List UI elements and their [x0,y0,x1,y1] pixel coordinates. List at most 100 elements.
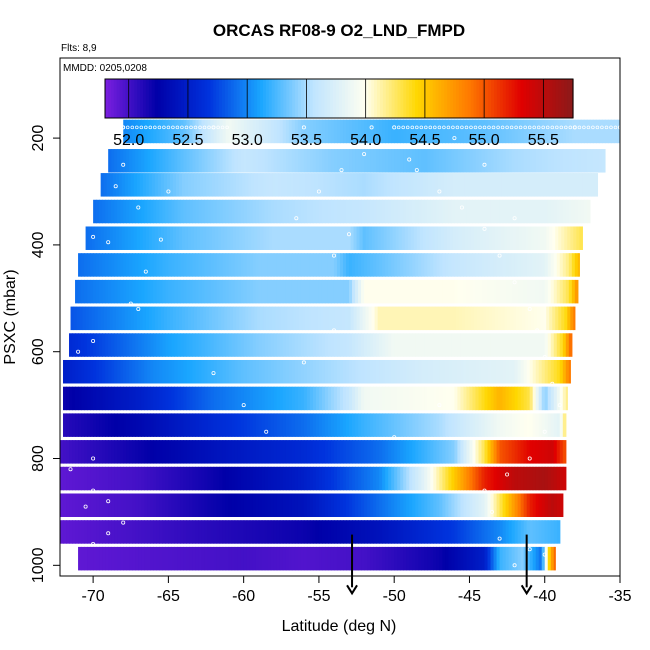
heatmap-cell [349,546,353,571]
heatmap-cell [330,253,335,277]
colorbar-swatch [131,79,135,118]
heatmap-cell [132,466,136,491]
heatmap-cell [299,226,303,250]
heatmap-cell [415,520,419,544]
heatmap-cell [159,253,163,277]
heatmap-cell [421,520,425,544]
heatmap-cell [281,226,285,250]
heatmap-cell [114,440,118,464]
heatmap-cell [436,546,440,571]
heatmap-cell [463,386,468,411]
heatmap-cell [499,199,504,224]
heatmap-cell [99,253,103,277]
heatmap-cell [108,199,112,224]
heatmap-cell [359,306,364,331]
heatmap-cell [117,149,121,173]
track-point [557,558,562,563]
heatmap-cell [493,413,498,437]
heatmap-cell [87,386,91,411]
heatmap-cell [333,413,338,437]
heatmap-cell [332,306,337,331]
heatmap-cell [457,199,462,224]
heatmap-cell [361,466,365,491]
heatmap-cell [294,440,299,464]
colorbar-swatch [517,79,521,118]
heatmap-cell [127,173,132,197]
heatmap-cell [418,199,422,224]
heatmap-cell [141,493,145,517]
heatmap-cell [467,306,472,331]
heatmap-cell [264,119,269,144]
heatmap-cell [254,306,258,331]
heatmap-cell [535,466,540,491]
track-point [184,125,189,130]
colorbar-swatch [494,79,498,118]
track-point [532,125,536,130]
heatmap-cell [93,546,97,571]
heatmap-cell [303,359,308,384]
heatmap-cell [75,279,79,304]
heatmap-cell [552,306,556,331]
heatmap-cell [180,333,185,357]
heatmap-cell [138,520,142,544]
heatmap-cell [132,520,136,544]
heatmap-cell [153,440,157,464]
heatmap-cell [279,520,284,544]
heatmap-cell [108,279,112,304]
heatmap-cell [204,149,209,173]
heatmap-cell [87,493,91,517]
heatmap-cell [204,386,209,411]
heatmap-cell [502,279,507,304]
heatmap-cell [340,440,344,464]
heatmap-cell [297,333,302,357]
heatmap-cell [162,279,166,304]
heatmap-cell [225,149,230,173]
heatmap-cell [343,493,347,517]
heatmap-cell [343,119,347,144]
heatmap-cell [496,493,501,517]
colorbar-swatch [391,79,396,118]
heatmap-cell [522,173,526,197]
heatmap-cell [373,149,377,173]
heatmap-cell [147,546,151,571]
heatmap-cell [558,226,562,250]
heatmap-cell [93,520,97,544]
heatmap-cell [129,546,133,571]
heatmap-cell [466,359,471,384]
heatmap-cell [171,386,176,411]
heatmap-cell [385,386,389,411]
track-point [415,125,419,130]
heatmap-cell [541,386,546,411]
heatmap-cell [568,279,573,304]
heatmap-cell [318,546,323,571]
heatmap-cell [126,493,130,517]
heatmap-cell [415,149,419,173]
heatmap-cell [523,546,528,571]
heatmap-cell [165,466,169,491]
heatmap-cell [306,279,311,304]
heatmap-cell [60,466,64,491]
heatmap-cell [437,306,442,331]
heatmap-cell [318,279,323,304]
heatmap-cell [373,466,377,491]
heatmap-cell [463,440,468,464]
heatmap-cell [439,199,443,224]
heatmap-cell [159,493,163,517]
heatmap-cell [436,440,440,464]
heatmap-cell [195,546,200,571]
heatmap-cell [180,119,185,144]
heatmap-cell [346,253,350,277]
heatmap-cell [508,119,513,144]
heatmap-cell [382,386,386,411]
heatmap-cell [430,546,434,571]
heatmap-cell [457,466,462,491]
heatmap-cell [195,279,200,304]
heatmap-cell [535,279,540,304]
heatmap-cell [452,306,457,331]
heatmap-cell [442,440,446,464]
heatmap-cell [523,333,528,357]
heatmap-cell [358,359,362,384]
heatmap-cell [180,493,185,517]
heatmap-cell [330,493,335,517]
heatmap-cell [385,546,389,571]
